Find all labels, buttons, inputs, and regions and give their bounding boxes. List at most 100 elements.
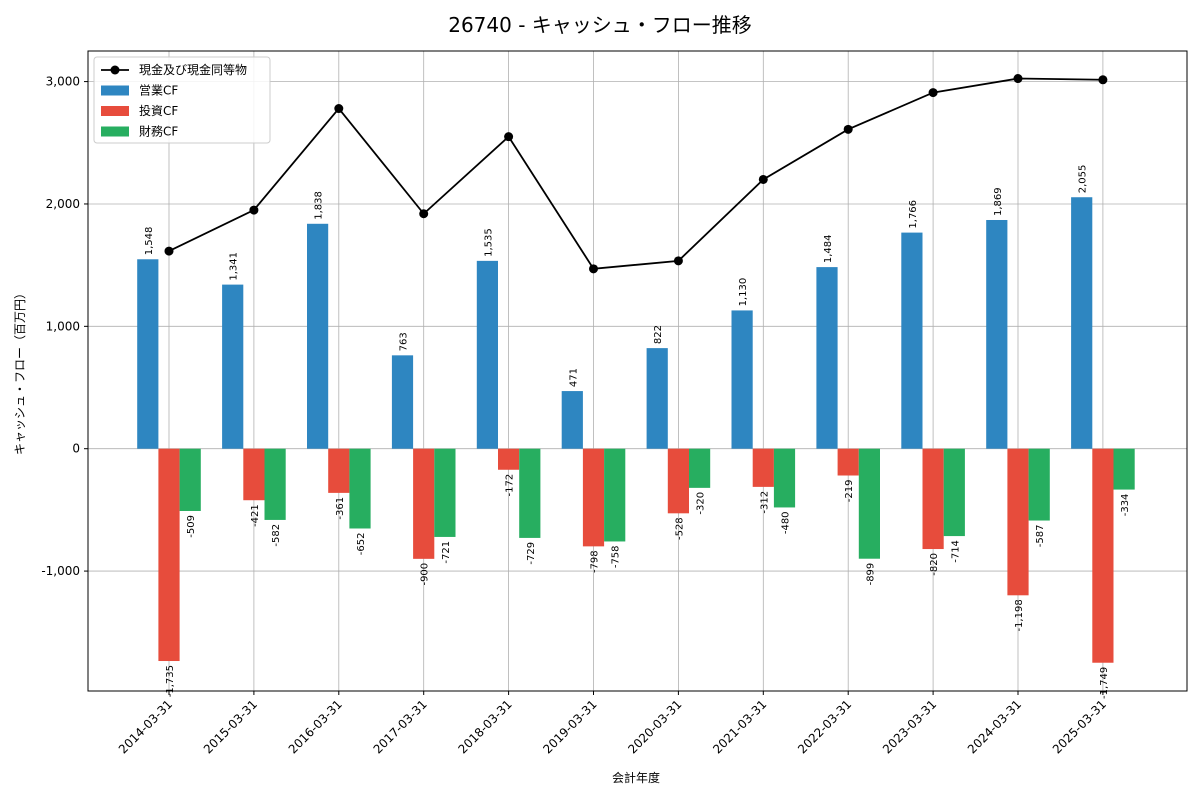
- bar-value-label: -480: [781, 511, 792, 534]
- bar-operating: [731, 310, 753, 449]
- bars-layer: [137, 197, 1135, 663]
- bar-operating: [1071, 197, 1093, 449]
- bar-investing: [752, 448, 774, 487]
- grid-layer: [88, 51, 1187, 691]
- bar-value-label: -652: [356, 532, 367, 555]
- cash-point: [504, 132, 514, 142]
- bar-value-label: 763: [399, 332, 410, 351]
- line-layer: [164, 74, 1108, 274]
- bar-value-label: -798: [590, 550, 601, 573]
- cash-point: [758, 174, 768, 184]
- bar-operating: [391, 355, 414, 449]
- cash-point: [928, 88, 938, 98]
- bar-value-label: -361: [335, 497, 346, 520]
- bar-value-label: 1,869: [993, 187, 1004, 216]
- bar-investing: [1092, 448, 1114, 663]
- bar-value-label: -334: [1120, 494, 1131, 517]
- bar-financing: [519, 448, 541, 538]
- cash-point: [249, 205, 259, 215]
- bar-value-label: 471: [568, 368, 579, 387]
- y-tick-label: 0: [72, 442, 80, 456]
- bar-value-label: -509: [186, 515, 197, 538]
- bar-value-label: -1,198: [1014, 599, 1025, 631]
- bar-operating: [137, 259, 159, 449]
- bar-operating: [646, 348, 668, 449]
- cash-point: [673, 256, 683, 266]
- bar-value-label: 1,766: [908, 200, 919, 229]
- cash-point: [1098, 75, 1108, 85]
- bar-investing: [158, 448, 180, 662]
- legend-bar-swatch: [101, 85, 129, 96]
- bar-value-label: -721: [441, 541, 452, 564]
- bar-value-label: 1,484: [823, 234, 834, 263]
- bar-value-label: 1,130: [738, 278, 749, 307]
- bar-investing: [837, 448, 859, 476]
- bar-value-label: -312: [759, 491, 770, 514]
- legend-box: [93, 56, 271, 144]
- bar-financing: [264, 448, 286, 520]
- bar-investing: [667, 448, 689, 514]
- bar-operating: [816, 267, 838, 449]
- bar-value-label: -587: [1035, 525, 1046, 548]
- bar-operating: [222, 284, 244, 449]
- bar-value-label: -714: [950, 540, 961, 563]
- bar-value-label: -320: [696, 492, 707, 515]
- bar-financing: [179, 448, 201, 511]
- legend-bar-swatch: [101, 126, 129, 137]
- bar-investing: [498, 448, 520, 470]
- bar-investing: [1007, 448, 1029, 596]
- bar-value-label: -900: [420, 563, 431, 586]
- bar-value-label: 1,548: [144, 227, 155, 256]
- cash-point: [589, 264, 598, 274]
- x-axis-title: 会計年度: [612, 770, 660, 785]
- bar-value-label: -899: [865, 563, 876, 586]
- labels-layer: 1,548 1,341 1,838 763 1,535 471 822 1,130 1,484 1…: [144, 165, 1131, 699]
- bar-value-label: 1,535: [483, 228, 494, 257]
- cash-line: [168, 77, 1103, 270]
- bar-financing: [858, 448, 880, 559]
- bar-financing: [434, 448, 456, 537]
- bar-value-label: -758: [611, 545, 622, 568]
- bar-investing: [582, 448, 605, 547]
- legend-line-marker: [110, 65, 120, 75]
- bar-investing: [922, 448, 944, 550]
- legend-label: 現金及び現金同等物: [139, 62, 247, 77]
- y-tick-label: 3,000: [46, 75, 80, 89]
- bar-value-label: -528: [674, 517, 685, 540]
- bar-financing: [1113, 448, 1135, 490]
- y-tick-label: -1,000: [41, 564, 80, 578]
- bar-value-label: -219: [844, 480, 855, 503]
- bar-operating: [901, 232, 923, 449]
- bar-operating: [986, 219, 1008, 449]
- bar-value-label: -172: [505, 474, 516, 497]
- legend-label: 営業CF: [139, 84, 178, 98]
- bar-operating: [476, 260, 498, 449]
- y-tick-label: 2,000: [46, 197, 80, 211]
- bar-financing: [1028, 448, 1050, 521]
- bar-value-label: 2,055: [1078, 165, 1089, 194]
- legend-bar-swatch: [101, 106, 129, 116]
- bar-financing: [604, 448, 626, 542]
- bar-financing: [349, 448, 371, 529]
- cash-point: [334, 104, 344, 114]
- bar-investing: [328, 448, 350, 493]
- bar-value-label: -582: [271, 524, 282, 547]
- cash-point: [419, 209, 429, 219]
- bar-investing: [243, 448, 265, 501]
- chart-title: 26740 - キャッシュ・フロー推移: [448, 13, 752, 37]
- bar-value-label: -1,735: [165, 665, 176, 697]
- bar-financing: [943, 448, 965, 537]
- bar-value-label: 1,838: [314, 191, 325, 220]
- bar-value-label: -820: [929, 553, 940, 576]
- bar-value-label: 1,341: [229, 252, 240, 281]
- legend-label: 投資CF: [139, 103, 178, 118]
- bar-financing: [773, 448, 796, 508]
- bar-value-label: -1,749: [1099, 667, 1110, 699]
- bar-value-label: -421: [250, 504, 261, 527]
- cash-point: [164, 246, 174, 256]
- bar-operating: [561, 391, 583, 449]
- cash-point: [843, 124, 853, 134]
